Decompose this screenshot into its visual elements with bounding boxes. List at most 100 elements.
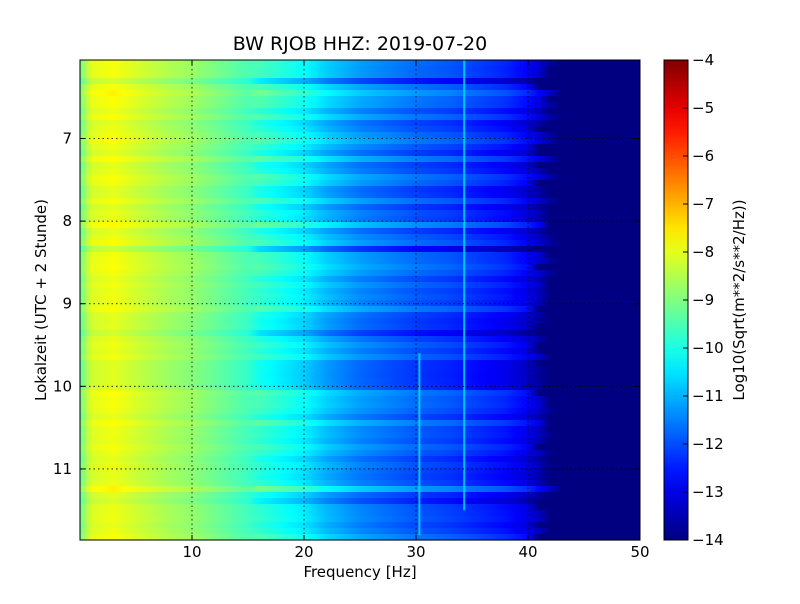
colorbar-tick-label: −14 <box>692 531 724 549</box>
spectrogram-row <box>80 384 640 391</box>
plot-area <box>79 59 641 541</box>
colorbar-ticks: −4 −5 −6 −7 −8 −9 −10 −11 −12 −13 −14 <box>683 51 724 549</box>
spectrogram-row <box>80 468 640 475</box>
colorbar-tick-label: −4 <box>692 51 714 69</box>
colorbar-tick-label: −11 <box>692 387 724 405</box>
spectrogram-row <box>80 354 640 361</box>
spectral-line <box>463 60 466 511</box>
spectrogram-row <box>80 306 640 313</box>
spectrogram-row <box>80 408 640 415</box>
spectrogram-row <box>80 318 640 325</box>
spectrogram-row <box>80 168 640 175</box>
spectrogram-row <box>80 246 640 253</box>
spectrogram-row <box>80 108 640 115</box>
spectrogram-row <box>80 504 640 511</box>
spectrogram-row <box>80 180 640 187</box>
spectrogram-row <box>80 294 640 301</box>
spectrogram-row <box>80 150 640 157</box>
plot-frame <box>79 59 641 541</box>
spectrogram-row <box>80 486 640 493</box>
spectrogram-row <box>80 450 640 457</box>
x-tick-label: 10 <box>182 543 201 561</box>
spectrogram-row <box>80 522 640 529</box>
y-tick-label: 9 <box>62 295 72 313</box>
y-tick-label: 7 <box>62 129 72 147</box>
spectrogram-row <box>80 390 640 397</box>
grid <box>80 60 640 540</box>
spectrogram-row <box>80 210 640 217</box>
colorbar-tick-label: −9 <box>692 291 714 309</box>
spectrogram-row <box>80 360 640 367</box>
spectrogram-row <box>80 510 640 517</box>
x-tick-label: 50 <box>630 543 649 561</box>
spectrogram-row <box>80 264 640 271</box>
colorbar-tick-label: −8 <box>692 243 714 261</box>
spectrogram-row <box>80 456 640 463</box>
spectrogram-row <box>80 126 640 133</box>
spectrogram-row <box>80 222 640 229</box>
spectrogram-row <box>80 462 640 469</box>
spectrogram-row <box>80 312 640 319</box>
spectrogram-row <box>80 528 640 535</box>
spectrogram-row <box>80 84 640 91</box>
x-tick-label: 20 <box>294 543 313 561</box>
spectrogram-row <box>80 102 640 109</box>
x-tick-label: 40 <box>518 543 537 561</box>
spectrogram-row <box>80 270 640 277</box>
spectrogram-row <box>80 114 640 121</box>
x-axis-label: Frequency [Hz] <box>303 563 416 581</box>
spectrogram-row <box>80 444 640 451</box>
spectrogram-row <box>80 90 640 97</box>
spectrogram-row <box>80 348 640 355</box>
spectrogram-row <box>80 228 640 235</box>
colorbar-tick-label: −12 <box>692 435 724 453</box>
y-axis-ticks: 7 8 9 10 11 <box>53 129 640 478</box>
spectrogram-row <box>80 288 640 295</box>
spectrogram-row <box>80 162 640 169</box>
x-axis-ticks: 10 20 30 40 50 <box>182 60 650 561</box>
spectrogram-row <box>80 156 640 163</box>
spectrogram-row <box>80 414 640 421</box>
spectrogram-row <box>80 144 640 151</box>
x-tick-label: 30 <box>406 543 425 561</box>
colorbar-tick-label: −7 <box>692 195 714 213</box>
spectrogram-row <box>80 204 640 211</box>
spectrogram-row <box>80 276 640 283</box>
spectrogram-row <box>80 378 640 385</box>
colorbar-tick-label: −10 <box>692 339 724 357</box>
colorbar-label: Log10(Sqrt(m**2/s**2/Hz)) <box>730 199 748 400</box>
spectrogram-row <box>80 186 640 193</box>
spectral-line <box>418 353 421 536</box>
spectrogram-row <box>80 216 640 223</box>
spectrogram-row <box>80 438 640 445</box>
spectrogram-row <box>80 534 640 541</box>
spectrogram-row <box>80 96 640 103</box>
spectrogram-row <box>80 516 640 523</box>
spectrogram-row <box>80 426 640 433</box>
y-axis-label: Lokalzeit (UTC + 2 Stunde) <box>32 199 50 401</box>
y-tick-label: 8 <box>62 212 72 230</box>
y-tick-label: 10 <box>53 377 72 395</box>
spectrogram-row <box>80 120 640 127</box>
spectrogram-row <box>80 234 640 241</box>
spectrogram-row <box>80 372 640 379</box>
spectrogram-row <box>80 174 640 181</box>
colorbar-tick-label: −13 <box>692 483 724 501</box>
y-tick-label: 11 <box>53 460 72 478</box>
spectrogram-row <box>80 330 640 337</box>
spectrogram-row <box>80 72 640 79</box>
spectrogram-row <box>80 342 640 349</box>
spectrogram-row <box>80 258 640 265</box>
spectrogram-row <box>80 474 640 481</box>
spectrogram-row <box>80 402 640 409</box>
spectrogram-row <box>80 138 640 145</box>
spectrogram-row <box>80 432 640 439</box>
spectrogram-row <box>80 420 640 427</box>
colorbar-tick-label: −5 <box>692 99 714 117</box>
spectrogram-row <box>80 60 640 67</box>
spectrogram-row <box>80 78 640 85</box>
spectrogram-row <box>80 492 640 499</box>
spectrogram-row <box>80 498 640 505</box>
chart-title: BW RJOB HHZ: 2019-07-20 <box>233 33 487 55</box>
